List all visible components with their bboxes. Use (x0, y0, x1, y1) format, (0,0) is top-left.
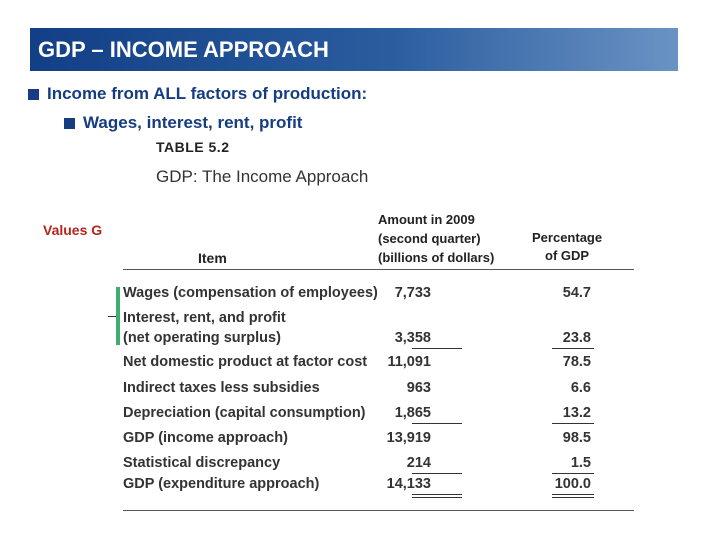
cell-item: Wages (compensation of employees) (123, 285, 378, 301)
cell-item: Indirect taxes less subsidies (123, 380, 320, 396)
cell-item: (net operating surplus) (123, 330, 281, 346)
sum-underline (552, 473, 594, 474)
slide-title: GDP – INCOME APPROACH (30, 28, 678, 71)
cell-amount: 13,919 (386, 430, 431, 446)
sum-underline (552, 348, 594, 349)
cell-amount: 7,733 (394, 285, 431, 301)
header-amount-line: (billions of dollars) (378, 250, 495, 265)
cell-amount: 1,865 (394, 405, 431, 421)
total-double-underline (552, 497, 594, 498)
header-amount-line: (second quarter) (378, 231, 481, 246)
cell-pct: 13.2 (562, 405, 591, 421)
cell-pct: 78.5 (562, 354, 591, 370)
header-pct-line: Percentage (532, 230, 603, 245)
total-double-underline (412, 494, 462, 495)
cell-amount: 11,091 (387, 354, 431, 370)
green-accent-bar (116, 287, 120, 345)
cell-amount: 14,133 (386, 476, 431, 492)
table-top-rule (123, 269, 634, 270)
bullet-level-2: Wages, interest, rent, profit (64, 113, 302, 133)
cell-pct: 54.7 (562, 285, 591, 301)
cell-pct: 23.8 (562, 330, 591, 346)
sum-underline (412, 423, 462, 424)
header-pct-line: of GDP (545, 248, 590, 263)
cell-item: Interest, rent, and profit (123, 310, 286, 326)
square-bullet-icon (28, 88, 39, 100)
total-double-underline (412, 497, 462, 498)
sum-underline (412, 348, 462, 349)
cell-amount: 214 (406, 455, 431, 471)
income-approach-table: TABLE 5.2 GDP: The Income Approach Amoun… (120, 137, 634, 517)
bullet-text: Income from ALL factors of production: (47, 84, 368, 103)
cell-item: GDP (expenditure approach) (123, 476, 320, 492)
header-percentage: Percentage of GDP (532, 229, 602, 265)
cell-pct: 6.6 (570, 380, 591, 396)
cell-item: Depreciation (capital consumption) (123, 405, 366, 421)
header-amount: Amount in 2009 (second quarter) (billion… (378, 210, 494, 267)
sum-underline (552, 423, 594, 424)
cell-pct: 100.0 (554, 476, 591, 492)
table-title: GDP: The Income Approach (156, 167, 369, 186)
table-bottom-rule (123, 510, 634, 511)
header-amount-line: Amount in 2009 (378, 212, 475, 227)
cell-item: Net domestic product at factor cost (123, 354, 368, 370)
sum-underline (412, 473, 462, 474)
cell-amount: 963 (406, 380, 431, 396)
bullet-level-1: Income from ALL factors of production: (28, 84, 367, 104)
cell-amount: 3,358 (394, 330, 431, 346)
table-label: TABLE 5.2 (156, 139, 230, 155)
cell-item: Statistical discrepancy (123, 455, 281, 471)
dash-marker (108, 316, 116, 317)
cell-pct: 98.5 (562, 430, 591, 446)
bullet-text: Wages, interest, rent, profit (83, 113, 303, 132)
side-label: Values G (43, 222, 103, 238)
square-bullet-icon (64, 117, 75, 129)
total-double-underline (552, 494, 594, 495)
header-item: Item (198, 250, 227, 266)
cell-pct: 1.5 (570, 455, 591, 471)
cell-item: GDP (income approach) (123, 430, 288, 446)
